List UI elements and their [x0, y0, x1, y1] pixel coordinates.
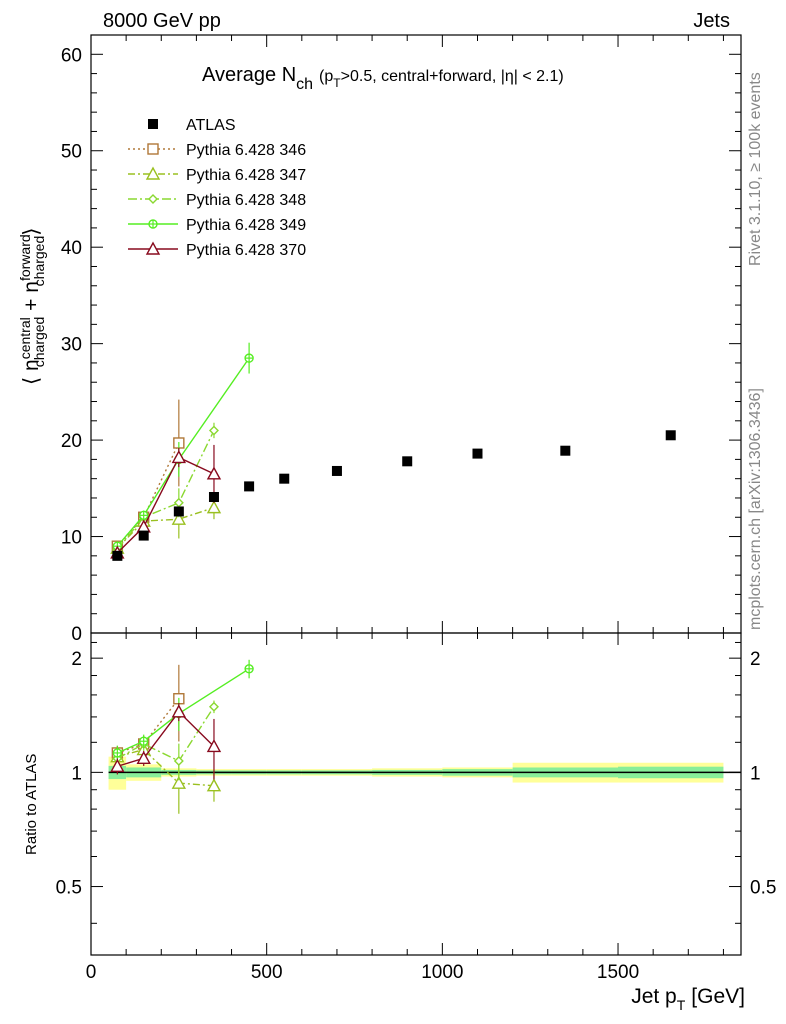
ratio-y-tick-label: 2	[71, 649, 82, 670]
data-point	[171, 449, 187, 464]
atlas-data-point	[331, 465, 342, 476]
atlas-data-point	[472, 448, 483, 459]
ratio-point	[206, 738, 222, 753]
x-tick-label: 500	[251, 962, 283, 983]
chart-title: Average Nch (pT>0.5, central+forward, |η|…	[202, 64, 564, 93]
legend-marker	[145, 241, 161, 255]
ratio-y-tick-label: 1	[71, 763, 82, 784]
legend-marker	[148, 219, 158, 229]
series-1	[111, 399, 185, 761]
chart-marks	[110, 342, 676, 814]
series-5	[110, 444, 222, 780]
ratio-point	[171, 704, 187, 718]
data-point	[206, 466, 222, 480]
ratio-plot-frame	[90, 632, 742, 956]
legend-label: Pythia 6.428 370	[186, 242, 306, 259]
series-ratio-line	[117, 748, 215, 787]
atlas-data	[112, 430, 676, 561]
series-ratio-line	[117, 706, 215, 762]
data-point	[244, 353, 254, 363]
data-point	[208, 425, 219, 436]
legend-item: Pythia 6.428 348	[128, 192, 306, 209]
ratio-point	[171, 775, 187, 789]
ratio-point	[112, 748, 123, 758]
ratio-point	[206, 778, 222, 792]
series-line	[116, 456, 215, 554]
x-axis-label: Jet pT [GeV]	[631, 985, 745, 1013]
legend-item: Pythia 6.428 347	[128, 166, 306, 184]
ratio-point	[173, 755, 184, 766]
data-point	[206, 500, 222, 514]
header-left: 8000 GeV pp	[103, 10, 221, 32]
y-tick-label: 50	[61, 142, 82, 163]
legend-label: Pythia 6.428 349	[186, 217, 306, 234]
legend-marker	[148, 194, 158, 204]
atlas-data-point	[560, 445, 571, 456]
series-3	[112, 422, 219, 781]
series-line	[116, 357, 250, 547]
ratio-y-axis-label: Ratio to ATLAS	[23, 754, 40, 855]
legend-marker	[148, 119, 158, 129]
x-tick-label: 0	[86, 962, 97, 983]
y-tick-label: 30	[61, 335, 82, 356]
ratio-point	[208, 701, 219, 712]
series-ratio-line	[117, 710, 215, 767]
y-tick-label: 20	[61, 431, 82, 452]
legend-label: Pythia 6.428 347	[186, 167, 306, 184]
atlas-data-point	[244, 481, 255, 492]
legend-item: Pythia 6.428 346	[128, 142, 306, 159]
x-tick-label: 1500	[597, 962, 639, 983]
y-tick-label: 10	[61, 528, 82, 549]
legend: ATLAS Pythia 6.428 346 Pythia 6.428 347 Pyt…	[128, 117, 306, 259]
legend-label: Pythia 6.428 346	[186, 142, 306, 159]
series-4	[112, 342, 254, 761]
atlas-data-point	[665, 430, 676, 441]
series-ratio-line	[117, 668, 250, 754]
atlas-data-point	[279, 473, 290, 484]
y-tick-label: 40	[61, 238, 82, 259]
legend-item: Pythia 6.428 370	[128, 241, 306, 259]
series-line	[116, 430, 215, 550]
atlas-data-point	[208, 492, 219, 503]
legend-marker	[147, 143, 159, 155]
atlas-data-point	[138, 530, 149, 541]
legend-label: Pythia 6.428 348	[186, 192, 306, 209]
ratio-y-tick-label: 0.5	[56, 878, 82, 899]
header-right: Jets	[693, 10, 730, 32]
ratio-y-tick-label-right: 0.5	[750, 878, 776, 899]
atlas-data-point	[402, 456, 413, 467]
y-tick-label: 0	[71, 624, 82, 645]
side-text-top: Rivet 3.1.10, ≥ 100k events	[747, 72, 764, 266]
side-text-bottom: mcplots.cern.ch [arXiv:1306.3436]	[747, 388, 764, 630]
legend-label: ATLAS	[186, 117, 236, 134]
data-point	[139, 510, 149, 521]
x-tick-label: 1000	[421, 962, 463, 983]
ratio-y-tick-label-right: 1	[750, 763, 761, 784]
axis-ticks: 0 500 1000 1500 0 10 20 30 40 50 60 0.5 0.5 1 1 2 2	[56, 34, 776, 983]
legend-item: Pythia 6.428 349	[128, 217, 306, 234]
legend-marker	[145, 166, 161, 180]
y-tick-label: 60	[61, 45, 82, 66]
ratio-point	[110, 758, 125, 772]
ratio-point	[139, 736, 149, 746]
data-point	[171, 511, 187, 525]
y-axis-label: ⟨ ncentralcharged + nforwardcharged⟩	[17, 228, 47, 385]
legend-item: ATLAS	[148, 117, 236, 134]
ratio-point	[136, 750, 151, 764]
ratio-point	[244, 664, 254, 674]
atlas-data-point	[112, 550, 123, 561]
ratio-y-tick-label-right: 2	[750, 649, 761, 670]
series-ratio-line	[117, 698, 180, 754]
data-point	[173, 497, 184, 508]
series-line	[116, 506, 215, 549]
atlas-data-point	[173, 506, 184, 517]
